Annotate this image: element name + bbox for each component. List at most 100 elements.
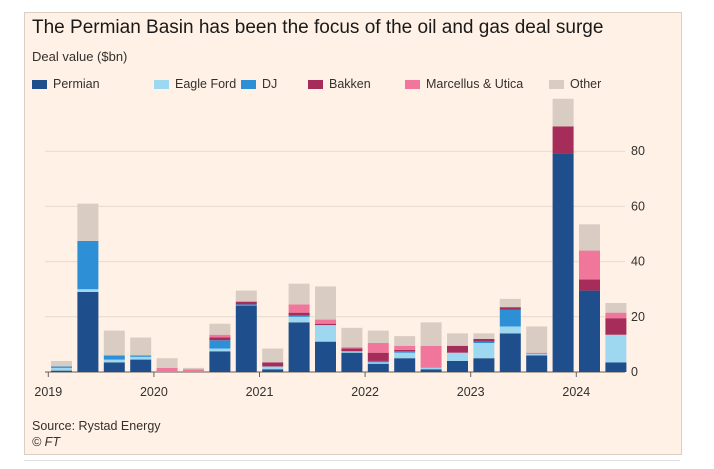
bar-other-2022-q3	[420, 322, 442, 346]
x-tick-label: 2024	[562, 385, 590, 399]
bar-permian-2021-q4	[341, 352, 363, 372]
bar-marcellus-utica-2021-q3	[315, 319, 336, 324]
bar-bakken-2020-q3	[209, 337, 231, 341]
bar-other-2020-q2	[183, 367, 204, 370]
chart-title: The Permian Basin has been the focus of …	[32, 17, 604, 38]
legend-item-marcellus-utica: Marcellus & Utica	[405, 77, 523, 91]
bar-other-2022-q1	[367, 330, 389, 344]
bar-other-2023-q2	[499, 298, 521, 308]
bar-dj-2022-q2	[394, 351, 416, 353]
bar-other-2021-q2	[288, 283, 310, 305]
bar-dj-2020-q4	[235, 304, 257, 306]
bar-bakken-2022-q1	[367, 352, 389, 361]
bar-eagle-ford-2021-q3	[315, 325, 336, 342]
y-tick-label: 80	[631, 144, 645, 158]
bar-permian-2021-q1	[262, 369, 284, 372]
legend-item-permian: Permian	[32, 77, 100, 91]
legend-label: Marcellus & Utica	[426, 77, 524, 91]
legend-label: Eagle Ford	[175, 77, 237, 91]
bar-other-2019-q2	[77, 203, 99, 241]
legend-item-bakken: Bakken	[308, 77, 371, 91]
legend-swatch	[549, 79, 564, 89]
chart-plot: 0 20 40 60 80 2019 2020 2021 2022 2023 2024	[34, 98, 645, 399]
bar-marcellus-utica-2024-q2	[605, 312, 627, 319]
bar-permian-2020-q3	[209, 351, 231, 372]
bar-other-2021-q1	[262, 348, 284, 363]
legend-swatch	[241, 79, 256, 89]
x-tick-label: 2019	[34, 385, 62, 399]
bar-marcellus-utica-2021-q4	[341, 347, 363, 349]
bar-bakken-2023-q2	[499, 307, 521, 310]
bar-permian-2023-q1	[473, 358, 495, 372]
bar-permian-2024-q1	[579, 290, 600, 372]
bar-dj-2019-q1	[51, 366, 72, 368]
bar-other-2022-q2	[394, 336, 416, 346]
y-tick-label: 20	[631, 310, 645, 324]
bar-eagle-ford-2021-q4	[341, 351, 363, 353]
bar-eagle-ford-2019-q1	[51, 367, 72, 371]
bar-other-2021-q3	[315, 286, 336, 320]
bar-eagle-ford-2024-q2	[605, 334, 627, 363]
bar-dj-2019-q4	[130, 355, 152, 357]
bar-bakken-2021-q3	[315, 323, 336, 326]
legend-label: Bakken	[329, 77, 371, 91]
bar-marcellus-utica-2024-q1	[579, 250, 600, 280]
bar-permian-2021-q3	[315, 341, 336, 372]
bar-eagle-ford-2022-q3	[420, 367, 442, 370]
x-tick-label: 2023	[457, 385, 485, 399]
bar-dj-2019-q3	[103, 355, 125, 360]
bar-marcellus-utica-2020-q1	[156, 367, 178, 372]
bar-permian-2019-q4	[130, 359, 152, 372]
bar-permian-2019-q1	[51, 370, 72, 372]
bar-other-2020-q1	[156, 358, 178, 368]
bar-permian-2019-q2	[77, 291, 99, 372]
y-tick-label: 0	[631, 365, 638, 379]
bar-other-2020-q3	[209, 323, 231, 335]
bar-permian-2022-q3	[420, 369, 442, 372]
bar-other-2023-q3	[526, 326, 548, 353]
bar-permian-2019-q3	[103, 362, 125, 372]
bar-dj-2023-q2	[499, 309, 521, 327]
legend-swatch	[32, 79, 47, 89]
bar-permian-2022-q1	[367, 363, 389, 372]
y-tick-label: 60	[631, 199, 645, 213]
bar-marcellus-utica-2020-q2	[183, 369, 204, 372]
bar-other-2023-q1	[473, 333, 495, 339]
bar-permian-2023-q3	[526, 355, 548, 372]
bar-permian-2023-q4	[552, 153, 574, 372]
bar-other-2019-q4	[130, 337, 152, 356]
bar-other-2021-q4	[341, 327, 363, 348]
x-tick-label: 2021	[246, 385, 274, 399]
legend-swatch	[154, 79, 169, 89]
bar-other-2023-q4	[552, 98, 574, 127]
legend-swatch	[405, 79, 420, 89]
bar-marcellus-utica-2022-q2	[394, 345, 416, 350]
legend-label: Other	[570, 77, 602, 91]
bar-bakken-2021-q2	[288, 312, 310, 316]
legend-label: Permian	[53, 77, 100, 91]
bar-bakken-2022-q2	[394, 349, 416, 352]
bar-permian-2020-q4	[235, 305, 257, 372]
divider-line	[24, 460, 680, 461]
bar-eagle-ford-2022-q2	[394, 352, 416, 359]
bar-permian-2023-q2	[499, 333, 521, 372]
bar-permian-2021-q2	[288, 322, 310, 372]
source-note: Source: Rystad Energy	[32, 419, 161, 433]
bar-bakken-2020-q4	[235, 301, 257, 305]
bar-other-2019-q1	[51, 360, 72, 367]
bar-permian-2022-q4	[447, 360, 468, 372]
bar-eagle-ford-2023-q2	[499, 326, 521, 334]
bar-eagle-ford-2023-q3	[526, 354, 548, 356]
bar-eagle-ford-2019-q2	[77, 289, 99, 292]
bar-bakken-2022-q4	[447, 345, 468, 353]
bar-bakken-2024-q2	[605, 318, 627, 335]
copyright-note: © FT	[32, 435, 60, 449]
bar-dj-2022-q1	[367, 360, 389, 363]
bar-eagle-ford-2019-q3	[103, 359, 125, 363]
y-tick-label: 40	[631, 255, 645, 269]
bar-eagle-ford-2020-q3	[209, 348, 231, 352]
bar-eagle-ford-2022-q1	[367, 362, 389, 364]
legend-swatch	[308, 79, 323, 89]
bar-marcellus-utica-2023-q3	[526, 352, 548, 355]
chart-card: The Permian Basin has been the focus of …	[24, 12, 682, 455]
